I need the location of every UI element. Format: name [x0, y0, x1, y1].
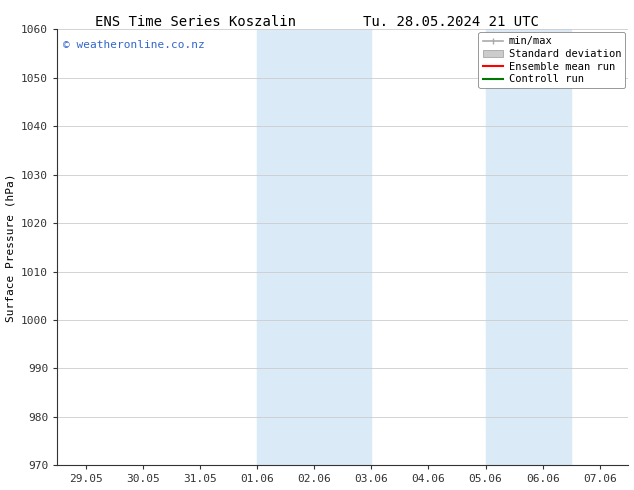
Bar [486, 29, 571, 465]
Bar [257, 29, 372, 465]
Text: ENS Time Series Koszalin        Tu. 28.05.2024 21 UTC: ENS Time Series Koszalin Tu. 28.05.2024 … [95, 15, 539, 29]
Y-axis label: Surface Pressure (hPa): Surface Pressure (hPa) [6, 173, 16, 321]
Legend: min/max, Standard deviation, Ensemble mean run, Controll run: min/max, Standard deviation, Ensemble me… [479, 32, 625, 88]
Text: © weatheronline.co.nz: © weatheronline.co.nz [63, 40, 205, 50]
